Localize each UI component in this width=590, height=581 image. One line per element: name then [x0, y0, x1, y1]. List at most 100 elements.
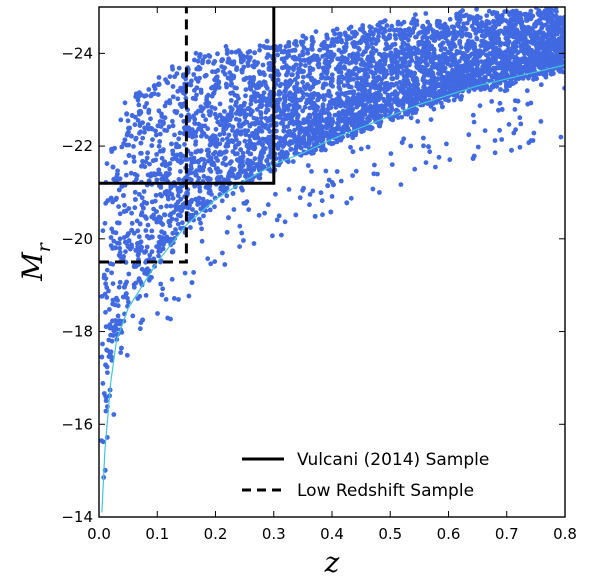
scatter-point: [199, 226, 205, 232]
scatter-point: [497, 100, 503, 106]
scatter-point: [312, 128, 318, 134]
scatter-point: [188, 163, 194, 169]
scatter-point: [168, 316, 173, 322]
scatter-point: [143, 249, 149, 254]
scatter-point: [244, 112, 250, 118]
scatter-point: [243, 87, 249, 92]
scatter-point: [345, 95, 350, 101]
scatter-point: [180, 202, 186, 208]
scatter-point: [229, 172, 235, 178]
scatter-point: [321, 97, 327, 102]
scatter-point: [169, 141, 174, 147]
scatter-point: [323, 168, 329, 174]
scatter-point: [117, 245, 123, 251]
scatter-point: [193, 149, 199, 155]
scatter-point: [295, 70, 301, 76]
scatter-point: [180, 72, 186, 78]
scatter-point: [115, 319, 120, 325]
scatter-point: [491, 18, 496, 24]
scatter-point: [397, 27, 403, 33]
scatter-point: [298, 57, 303, 63]
scatter-point: [108, 195, 114, 201]
scatter-point: [211, 162, 217, 168]
scatter-point: [430, 54, 435, 60]
scatter-point: [103, 408, 109, 414]
scatter-point: [146, 87, 152, 92]
scatter-point: [136, 276, 142, 281]
scatter-point: [117, 211, 123, 217]
scatter-point: [372, 162, 377, 168]
scatter-point: [276, 89, 282, 94]
scatter-point: [152, 83, 157, 88]
scatter-point: [162, 239, 168, 244]
scatter-point: [416, 31, 421, 36]
scatter-point: [562, 15, 565, 20]
scatter-point: [154, 177, 160, 183]
scatter-point: [189, 78, 194, 84]
scatter-point: [105, 370, 110, 375]
scatter-point: [408, 47, 413, 53]
scatter-point: [497, 42, 503, 48]
scatter-point: [174, 110, 179, 116]
scatter-point: [296, 120, 302, 125]
scatter-point: [217, 112, 223, 118]
scatter-point: [293, 212, 299, 218]
scatter-point: [486, 8, 492, 14]
scatter-point: [266, 162, 271, 167]
scatter-point: [280, 110, 286, 116]
scatter-point: [280, 120, 286, 126]
scatter-point: [442, 46, 448, 52]
scatter-points: [99, 7, 565, 480]
scatter-point: [273, 191, 278, 197]
scatter-point: [549, 11, 554, 16]
scatter-point: [164, 234, 170, 240]
scatter-point: [100, 439, 106, 445]
scatter-point: [212, 59, 218, 64]
scatter-point: [165, 193, 171, 199]
scatter-point: [192, 120, 198, 126]
scatter-point: [329, 72, 335, 78]
scatter-point: [559, 42, 565, 48]
scatter-point: [103, 276, 109, 281]
scatter-point: [201, 174, 207, 179]
scatter-point: [376, 34, 381, 39]
scatter-point: [300, 49, 306, 55]
scatter-point: [218, 151, 224, 157]
scatter-point: [267, 115, 273, 121]
scatter-point: [306, 125, 311, 131]
scatter-point: [239, 157, 245, 163]
scatter-point: [282, 88, 288, 94]
scatter-point: [110, 261, 116, 267]
scatter-point: [545, 19, 551, 24]
scatter-point: [385, 95, 391, 101]
scatter-point: [336, 84, 342, 90]
scatter-point: [526, 65, 532, 71]
scatter-point: [383, 36, 389, 42]
scatter-point: [511, 130, 517, 136]
scatter-point: [526, 47, 532, 52]
scatter-point: [101, 391, 107, 396]
scatter-point: [253, 128, 259, 134]
scatter-point: [116, 241, 122, 246]
scatter-point: [368, 126, 374, 132]
scatter-point: [232, 145, 238, 151]
scatter-point: [202, 73, 208, 79]
scatter-point: [528, 138, 534, 144]
scatter-point: [223, 155, 228, 161]
scatter-point: [524, 88, 530, 94]
scatter-point: [471, 119, 477, 125]
scatter-point: [212, 111, 218, 117]
scatter-point: [288, 147, 294, 152]
scatter-point: [187, 115, 193, 120]
scatter-point: [406, 53, 412, 59]
scatter-point: [260, 93, 265, 99]
scatter-point: [279, 65, 285, 71]
scatter-point: [207, 54, 213, 59]
scatter-point: [334, 39, 340, 45]
scatter-point: [449, 55, 455, 61]
scatter-point: [408, 115, 414, 121]
scatter-point: [170, 230, 176, 236]
scatter-point: [170, 195, 176, 201]
scatter-point: [361, 62, 366, 68]
scatter-point: [215, 169, 221, 175]
